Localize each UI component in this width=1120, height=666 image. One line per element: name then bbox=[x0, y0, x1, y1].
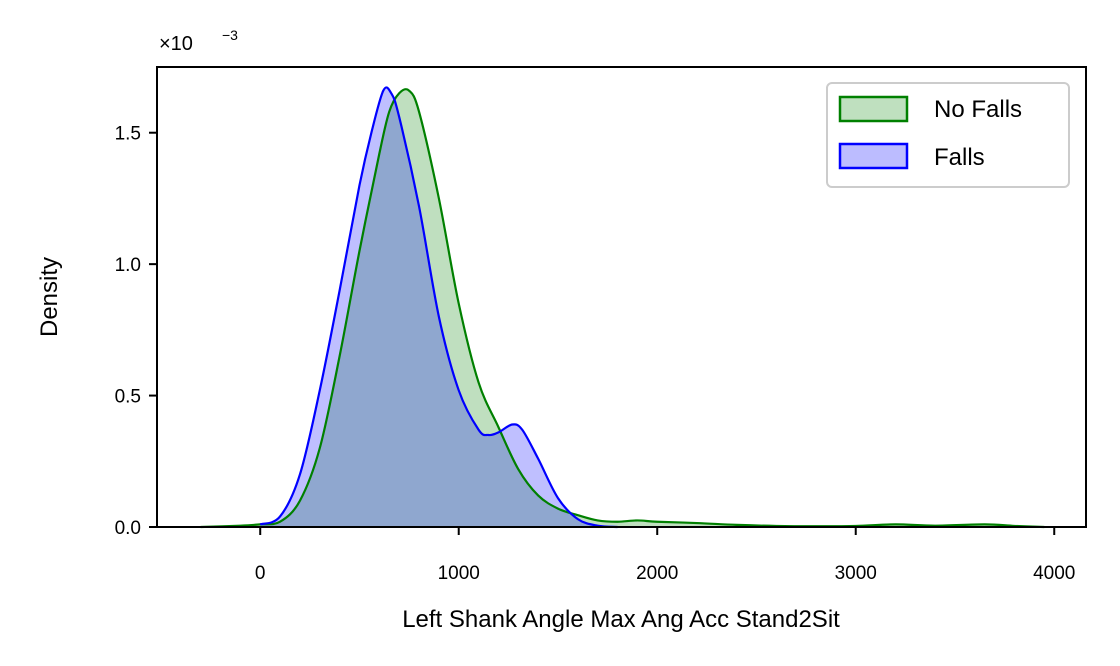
legend-label-falls: Falls bbox=[934, 144, 985, 171]
y-tick-label: 0.5 bbox=[115, 387, 141, 408]
density-area-falls bbox=[260, 87, 618, 527]
legend-swatch-no-falls bbox=[838, 95, 909, 123]
x-tick-label: 4000 bbox=[1033, 563, 1075, 584]
plot-frame bbox=[156, 66, 1087, 528]
y-axis-ticks: 0.0 0.5 1.0 1.5 bbox=[115, 124, 157, 539]
y-tick-label: 0.0 bbox=[115, 518, 141, 539]
x-tick-label: 3000 bbox=[835, 563, 877, 584]
x-axis-ticks: 0 1000 2000 3000 4000 bbox=[255, 527, 1075, 584]
legend-label-no-falls: No Falls bbox=[934, 96, 1022, 123]
x-tick-label: 2000 bbox=[636, 563, 678, 584]
y-tick-label: 1.0 bbox=[115, 255, 141, 276]
x-tick-label: 0 bbox=[255, 563, 266, 584]
y-tick-label: 1.5 bbox=[115, 124, 141, 145]
density-line-falls bbox=[259, 86, 618, 529]
legend-swatch-falls bbox=[838, 142, 909, 170]
density-area-no-falls bbox=[200, 89, 1045, 528]
x-tick-label: 1000 bbox=[438, 563, 480, 584]
y-scale-exponent: −3 bbox=[222, 27, 238, 43]
y-scale-base: ×10 bbox=[159, 33, 193, 55]
legend: No Falls Falls bbox=[826, 82, 1070, 188]
y-scale-indicator: ×10 −3 bbox=[159, 27, 238, 55]
x-axis-label: Left Shank Angle Max Ang Acc Stand2Sit bbox=[402, 606, 840, 633]
y-axis-label: Density bbox=[36, 257, 63, 337]
